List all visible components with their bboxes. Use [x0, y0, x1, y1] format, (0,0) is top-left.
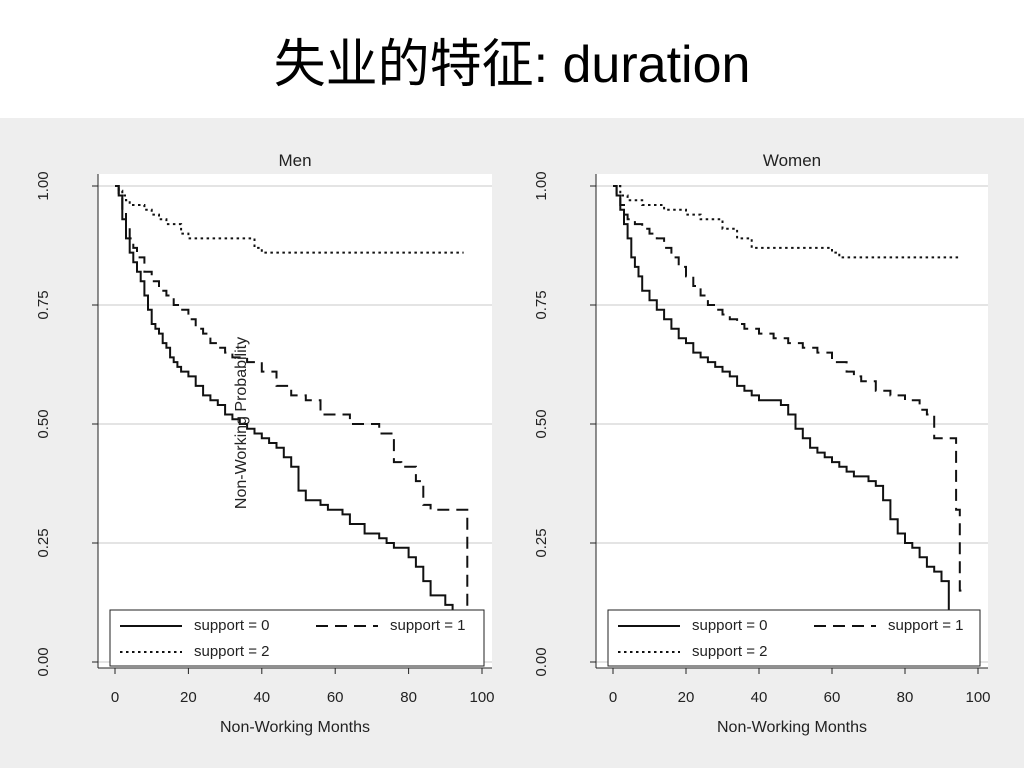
x-tick-label: 40	[751, 689, 768, 706]
chart-panel-0: 0.00 0.25 0.50 0.75 1.00 0 20 40 60 80 100 Men Non-W…	[35, 151, 495, 736]
legend-label: support = 2	[194, 643, 269, 660]
y-tick-label: 0.75	[35, 290, 52, 319]
x-tick-label: 0	[609, 689, 617, 706]
x-tick-label: 20	[180, 689, 197, 706]
legend-label: support = 2	[692, 643, 767, 660]
series-line-dotted	[613, 185, 960, 259]
plot-background	[98, 174, 492, 668]
y-tick-label: 0.50	[533, 409, 550, 438]
y-axis-title: Non-Working Probability	[233, 337, 250, 509]
x-axis-title: Non-Working Months	[717, 719, 867, 736]
legend: support = 0 support = 1 support = 2	[109, 609, 485, 667]
legend-label: support = 1	[390, 617, 465, 634]
x-tick-label: 20	[678, 689, 695, 706]
legend-label: support = 0	[194, 617, 269, 634]
x-tick-label: 80	[400, 689, 417, 706]
x-tick-label: 100	[469, 689, 494, 706]
y-tick-label: 0.00	[533, 647, 550, 676]
x-tick-label: 60	[327, 689, 344, 706]
y-tick-label: 0.75	[533, 290, 550, 319]
series-line-dotted	[115, 185, 464, 254]
plot-area: 0.00 0.25 0.50 0.75 1.00 0 20 40 60 80 100 Men Non-W…	[0, 118, 1024, 768]
y-tick-label: 1.00	[533, 171, 550, 200]
x-tick-label: 60	[824, 689, 841, 706]
series-line-dashed	[613, 185, 964, 592]
x-axis-title: Non-Working Months	[220, 719, 370, 736]
series-line-solid	[115, 185, 469, 639]
legend: support = 0 support = 1 support = 2	[607, 609, 981, 667]
x-tick-label: 100	[965, 689, 990, 706]
y-tick-label: 0.00	[35, 647, 52, 676]
legend-box	[109, 609, 485, 667]
legend-label: support = 1	[888, 617, 963, 634]
x-tick-label: 40	[253, 689, 270, 706]
panel-title: Women	[763, 151, 821, 170]
survival-charts: 0.00 0.25 0.50 0.75 1.00 0 20 40 60 80 100 Men Non-W…	[35, 151, 991, 736]
legend-box	[607, 609, 981, 667]
plot-background	[596, 174, 988, 668]
x-tick-label: 0	[111, 689, 119, 706]
series-line-dashed	[115, 185, 469, 615]
legend-label: support = 0	[692, 617, 767, 634]
y-tick-label: 1.00	[35, 171, 52, 200]
panel-title: Men	[278, 151, 311, 170]
y-tick-label: 0.25	[533, 528, 550, 557]
y-tick-label: 0.25	[35, 528, 52, 557]
series-line-solid	[613, 185, 950, 615]
chart-panel-1: 0.00 0.25 0.50 0.75 1.00 0 20 40 60 80 100 Women Non…	[533, 151, 991, 736]
slide-title: 失业的特征: duration	[273, 35, 751, 94]
x-tick-label: 80	[897, 689, 914, 706]
y-tick-label: 0.50	[35, 409, 52, 438]
